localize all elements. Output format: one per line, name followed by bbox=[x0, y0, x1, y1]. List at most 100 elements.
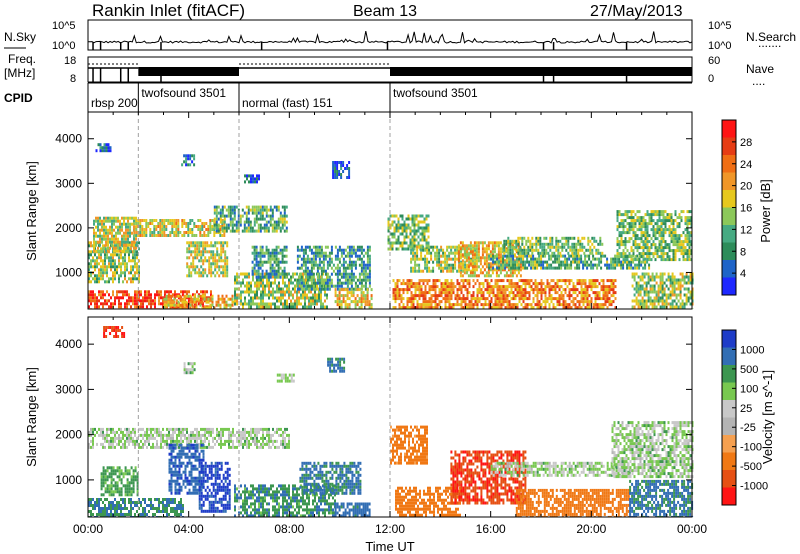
scatter-cell bbox=[256, 285, 258, 288]
scatter-cell bbox=[541, 249, 543, 252]
scatter-cell bbox=[214, 209, 216, 212]
scatter-cell bbox=[559, 279, 561, 282]
scatter-cell bbox=[595, 282, 597, 285]
scatter-cell bbox=[483, 303, 485, 306]
scatter-cell bbox=[631, 219, 633, 222]
scatter-cell bbox=[234, 224, 236, 227]
scatter-cell bbox=[100, 256, 102, 259]
scatter-cell bbox=[226, 295, 228, 298]
scatter-cell bbox=[327, 288, 329, 291]
scatter-cell bbox=[476, 262, 478, 265]
scatter-cell bbox=[129, 244, 131, 247]
scatter-cell bbox=[683, 255, 685, 258]
scatter-cell bbox=[478, 253, 480, 256]
scatter-cell bbox=[272, 230, 274, 233]
scatter-cell bbox=[631, 237, 633, 240]
scatter-cell bbox=[400, 224, 402, 227]
scatter-cell bbox=[483, 282, 485, 285]
scatter-cell bbox=[92, 256, 94, 259]
scatter-cell bbox=[159, 231, 161, 234]
scatter-cell bbox=[256, 288, 258, 291]
scatter-cell bbox=[92, 259, 94, 262]
scatter-cell bbox=[488, 264, 490, 267]
scatter-cell bbox=[625, 243, 627, 246]
scatter-cell bbox=[266, 282, 268, 285]
scatter-cell bbox=[517, 288, 519, 291]
scatter-cell bbox=[685, 228, 687, 231]
scatter-cell bbox=[276, 270, 278, 273]
scatter-cell bbox=[573, 237, 575, 240]
scatter-cell bbox=[513, 240, 515, 243]
scatter-cell bbox=[637, 228, 639, 231]
scatter-cell bbox=[427, 291, 429, 294]
scatter-cell bbox=[163, 225, 165, 228]
scatter-cell bbox=[675, 219, 677, 222]
scatter-cell bbox=[355, 297, 357, 300]
scatter-cell bbox=[453, 303, 455, 306]
scatter-cell bbox=[430, 258, 432, 261]
scatter-cell bbox=[677, 222, 679, 225]
scatter-cell bbox=[316, 300, 318, 303]
scatter-cell bbox=[474, 271, 476, 274]
scatter-cell bbox=[258, 230, 260, 233]
scatter-cell bbox=[552, 255, 554, 258]
scatter-cell bbox=[458, 250, 460, 253]
scatter-cell bbox=[187, 225, 189, 228]
scatter-cell bbox=[151, 219, 153, 222]
scatter-cell bbox=[308, 297, 310, 300]
scatter-cell bbox=[528, 255, 530, 258]
scatter-cell bbox=[446, 249, 448, 252]
scatter-cell bbox=[632, 285, 634, 288]
scatter-cell bbox=[476, 265, 478, 268]
scatter-cell bbox=[649, 255, 651, 258]
scatter-cell bbox=[399, 294, 401, 297]
scatter-cell bbox=[416, 239, 418, 242]
scatter-cell bbox=[671, 216, 673, 219]
scatter-cell bbox=[421, 294, 423, 297]
scatter-cell bbox=[502, 264, 504, 267]
scatter-cell bbox=[299, 255, 301, 258]
scatter-cell bbox=[103, 229, 105, 232]
scatter-cell bbox=[323, 264, 325, 267]
scatter-cell bbox=[524, 255, 526, 258]
scatter-cell bbox=[296, 303, 298, 306]
scatter-cell bbox=[526, 267, 528, 270]
scatter-cell bbox=[252, 227, 254, 230]
scatter-cell bbox=[329, 264, 331, 267]
scatter-cell bbox=[531, 237, 533, 240]
scatter-cell bbox=[270, 252, 272, 255]
scatter-cell bbox=[276, 306, 278, 309]
scatter-cell bbox=[196, 253, 198, 256]
scatter-cell bbox=[262, 212, 264, 215]
scatter-cell bbox=[531, 252, 533, 255]
scatter-cell bbox=[576, 255, 578, 258]
scatter-cell bbox=[172, 301, 174, 304]
scatter-cell bbox=[157, 234, 159, 237]
scatter-cell bbox=[206, 241, 208, 244]
scatter-cell bbox=[109, 217, 111, 220]
scatter-cell bbox=[601, 297, 603, 300]
nsky-trace bbox=[88, 31, 692, 43]
scatter-cell bbox=[440, 264, 442, 267]
scatter-cell bbox=[327, 282, 329, 285]
scatter-cell bbox=[168, 304, 170, 307]
scatter-cell bbox=[569, 294, 571, 297]
scatter-cell bbox=[469, 285, 471, 288]
scatter-cell bbox=[515, 294, 517, 297]
scatter-cell bbox=[182, 301, 184, 304]
scatter-cell bbox=[93, 235, 95, 238]
scatter-cell bbox=[539, 243, 541, 246]
scatter-cell bbox=[622, 264, 624, 267]
scatter-cell bbox=[645, 243, 647, 246]
scatter-cell bbox=[408, 236, 410, 239]
scatter-cell bbox=[357, 279, 359, 282]
scatter-cell bbox=[392, 245, 394, 248]
scatter-cell bbox=[216, 212, 218, 215]
scatter-cell bbox=[193, 234, 195, 237]
scatter-cell bbox=[369, 270, 371, 273]
scatter-cell bbox=[461, 279, 463, 282]
scatter-cell bbox=[411, 294, 413, 297]
scatter-cell bbox=[274, 221, 276, 224]
scatter-cell bbox=[659, 228, 661, 231]
scatter-cell bbox=[426, 224, 428, 227]
